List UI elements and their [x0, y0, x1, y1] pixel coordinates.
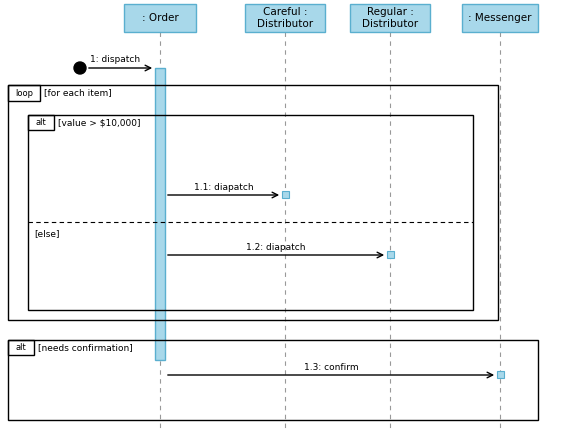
- Bar: [282, 191, 289, 198]
- Bar: [245, 4, 325, 32]
- Text: [else]: [else]: [34, 230, 59, 238]
- Text: alt: alt: [16, 343, 27, 352]
- Text: : Order: : Order: [142, 13, 178, 23]
- Bar: [155, 68, 165, 360]
- Bar: [462, 4, 538, 32]
- Text: 1.2: diapatch: 1.2: diapatch: [246, 243, 306, 252]
- Bar: [124, 4, 196, 32]
- Bar: [497, 372, 504, 378]
- Text: [needs confirmation]: [needs confirmation]: [38, 343, 133, 352]
- Bar: [8, 85, 498, 320]
- Bar: [8, 340, 538, 420]
- Text: [for each item]: [for each item]: [44, 88, 112, 98]
- Circle shape: [74, 62, 86, 74]
- Text: Careful :
Distributor: Careful : Distributor: [257, 7, 313, 29]
- Bar: [387, 251, 394, 258]
- Text: [value > $10,000]: [value > $10,000]: [58, 118, 140, 127]
- Text: 1: dispatch: 1: dispatch: [90, 55, 140, 64]
- Text: loop: loop: [15, 88, 33, 98]
- Text: : Messenger: : Messenger: [468, 13, 532, 23]
- Text: 1.1: diapatch: 1.1: diapatch: [193, 183, 253, 192]
- Text: 1.3: confirm: 1.3: confirm: [303, 363, 358, 372]
- Bar: [28, 115, 473, 310]
- Bar: [350, 4, 430, 32]
- Text: alt: alt: [36, 118, 46, 127]
- Text: Regular :
Distributor: Regular : Distributor: [362, 7, 418, 29]
